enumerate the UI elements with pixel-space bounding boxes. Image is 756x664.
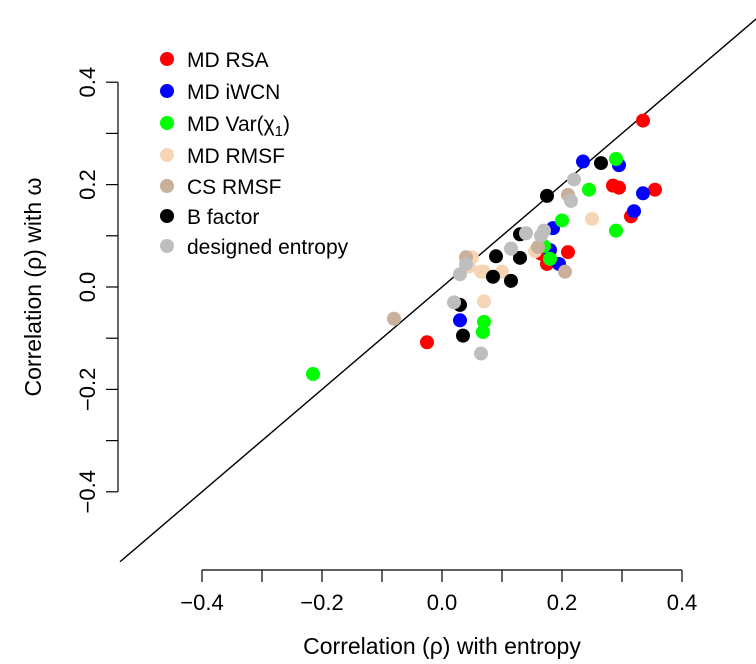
reference-line-y-equals-x (119, 18, 756, 563)
y-tick-label: 0.0 (75, 272, 100, 303)
legend-item-md-rmsf: MD RMSF (160, 145, 285, 168)
legend-label-md-iwcn: MD iWCN (187, 81, 280, 104)
data-point (504, 241, 518, 256)
legend-item-md-iwcn: MD iWCN (160, 81, 280, 104)
x-tick-label: 0.4 (667, 590, 698, 615)
x-tick-label: 0.0 (427, 590, 458, 615)
data-point (594, 156, 608, 171)
data-point (453, 313, 467, 328)
data-point (306, 367, 320, 382)
data-point (636, 113, 650, 128)
data-point (453, 267, 467, 282)
legend-label-md-var-chi1-subscript: 1 (275, 123, 283, 140)
data-point (519, 226, 533, 241)
data-point (477, 294, 491, 309)
legend-item-b-factor: B factor (160, 206, 259, 229)
x-tick-label: −0.4 (180, 590, 223, 615)
data-point (504, 273, 518, 288)
legend-marker-b-factor (160, 209, 174, 223)
legend-item-designed-entropy: designed entropy (160, 236, 349, 259)
data-point (582, 182, 596, 197)
data-point (474, 346, 488, 361)
data-point (456, 328, 470, 343)
data-point (555, 213, 569, 228)
x-axis-title: Correlation (ρ) with entropy (303, 633, 581, 659)
y-axis-title: Correlation (ρ) with ω (20, 177, 46, 396)
data-point (477, 314, 491, 329)
y-tick-label: −0.4 (75, 470, 100, 513)
data-point (540, 188, 554, 203)
data-point (561, 245, 575, 260)
data-point (531, 240, 545, 255)
data-point (612, 180, 626, 195)
data-point (627, 204, 641, 219)
legend-label-md-var-chi1-close: ) (283, 113, 290, 136)
legend-marker-md-rmsf (160, 148, 174, 162)
data-point (585, 211, 599, 226)
legend-label-md-var-chi1-main: MD Var(χ (187, 113, 275, 136)
data-point (567, 172, 581, 187)
legend-item-md-var-chi1: MD Var(χ1) (160, 113, 290, 140)
legend-label-cs-rmsf: CS RMSF (187, 176, 282, 199)
data-point (636, 186, 650, 201)
legend-label-md-var-chi1: MD Var(χ1) (187, 113, 290, 140)
data-point (475, 325, 490, 340)
legend-marker-md-var-chi1 (160, 116, 174, 130)
y-tick-label: 0.2 (75, 169, 100, 200)
data-point (534, 228, 548, 243)
data-point (420, 335, 434, 350)
legend-marker-cs-rmsf (160, 179, 174, 193)
series-designed-entropy (447, 172, 581, 361)
legend-marker-md-iwcn (160, 84, 174, 98)
data-point (447, 295, 461, 310)
legend-marker-designed-entropy (160, 239, 174, 253)
legend-label-md-rmsf: MD RMSF (187, 145, 285, 168)
legend-item-md-rsa: MD RSA (160, 49, 269, 72)
data-point (609, 223, 623, 238)
data-point (459, 256, 473, 271)
data-point (489, 249, 503, 264)
data-point (576, 154, 590, 169)
data-point (564, 193, 578, 208)
y-tick-label: 0.4 (75, 67, 100, 98)
data-point (648, 182, 662, 197)
legend-label-md-rsa: MD RSA (187, 49, 269, 72)
x-tick-label: 0.2 (547, 590, 578, 615)
data-point (543, 251, 557, 266)
y-tick-label: −0.2 (75, 368, 100, 411)
legend-label-b-factor: B factor (187, 206, 259, 229)
x-tick-label: −0.2 (300, 590, 343, 615)
series-md-rmsf (462, 211, 599, 309)
data-point (387, 311, 401, 326)
data-point (486, 269, 500, 284)
data-point (558, 264, 572, 279)
legend-label-designed-entropy: designed entropy (187, 236, 349, 259)
legend-marker-md-rsa (160, 52, 174, 66)
legend: MD RSA MD iWCN MD Var(χ1) MD RMSF CS RMS… (160, 49, 349, 259)
series-cs-rmsf (387, 187, 575, 326)
x-axis: −0.4 −0.2 0.0 0.2 0.4 (180, 569, 698, 615)
y-axis: −0.4 −0.2 0.0 0.2 0.4 (75, 67, 119, 514)
legend-item-cs-rmsf: CS RMSF (160, 176, 282, 199)
data-point (609, 152, 623, 166)
data-points (306, 113, 662, 382)
data-point (513, 250, 527, 265)
reference-line-layer (119, 18, 756, 563)
